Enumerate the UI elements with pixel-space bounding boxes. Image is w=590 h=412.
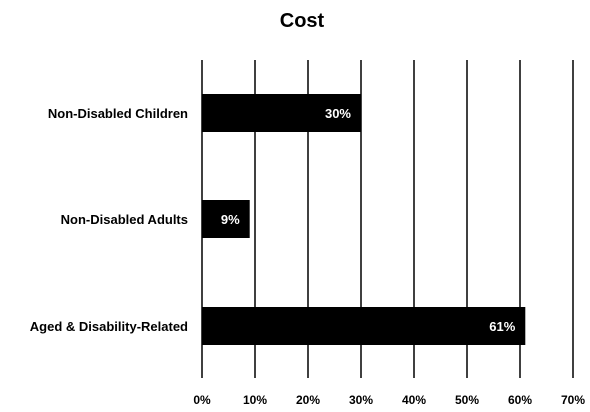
data-labels: 30% 9% 61% — [221, 106, 516, 334]
x-tick-label: 0% — [193, 393, 211, 407]
data-label: 30% — [325, 106, 351, 121]
bar — [202, 94, 361, 132]
x-tick-label: 40% — [402, 393, 426, 407]
category-labels: Non-Disabled Children Non-Disabled Adults… — [30, 106, 188, 334]
category-label: Aged & Disability-Related — [30, 319, 188, 334]
x-tick-label: 20% — [296, 393, 320, 407]
bars — [202, 94, 526, 345]
x-tick-label: 10% — [243, 393, 267, 407]
chart-title: Cost — [280, 10, 325, 32]
bar — [202, 307, 526, 345]
category-label: Non-Disabled Children — [48, 106, 188, 121]
x-tick-label: 60% — [508, 393, 532, 407]
x-axis-tick-labels: 0% 10% 20% 30% 40% 50% 60% 70% — [193, 393, 585, 407]
data-label: 61% — [489, 319, 515, 334]
bar — [202, 200, 250, 238]
x-tick-label: 50% — [455, 393, 479, 407]
x-tick-label: 30% — [349, 393, 373, 407]
category-label: Non-Disabled Adults — [61, 212, 188, 227]
data-label: 9% — [221, 212, 240, 227]
x-tick-label: 70% — [561, 393, 585, 407]
